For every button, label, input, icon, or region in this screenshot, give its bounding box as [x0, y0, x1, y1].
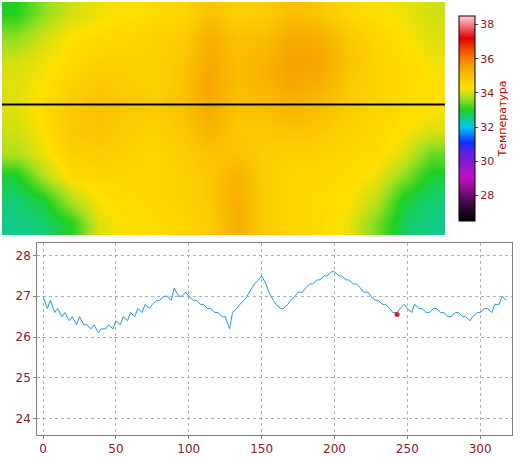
svg-text:36: 36	[480, 53, 494, 66]
svg-text:25: 25	[16, 371, 31, 385]
svg-text:30: 30	[480, 155, 494, 168]
svg-text:200: 200	[323, 442, 346, 456]
svg-text:38: 38	[480, 18, 494, 31]
svg-text:100: 100	[177, 442, 200, 456]
svg-text:0: 0	[39, 442, 47, 456]
svg-text:28: 28	[16, 249, 31, 263]
svg-text:150: 150	[250, 442, 273, 456]
svg-text:32: 32	[480, 121, 494, 134]
svg-text:26: 26	[16, 330, 31, 344]
svg-text:27: 27	[16, 289, 31, 303]
svg-text:34: 34	[480, 87, 494, 100]
svg-text:24: 24	[16, 412, 31, 426]
svg-text:250: 250	[396, 442, 419, 456]
svg-text:300: 300	[469, 442, 492, 456]
svg-text:Температура: Температура	[496, 80, 509, 157]
svg-text:50: 50	[108, 442, 123, 456]
svg-text:28: 28	[480, 189, 494, 202]
